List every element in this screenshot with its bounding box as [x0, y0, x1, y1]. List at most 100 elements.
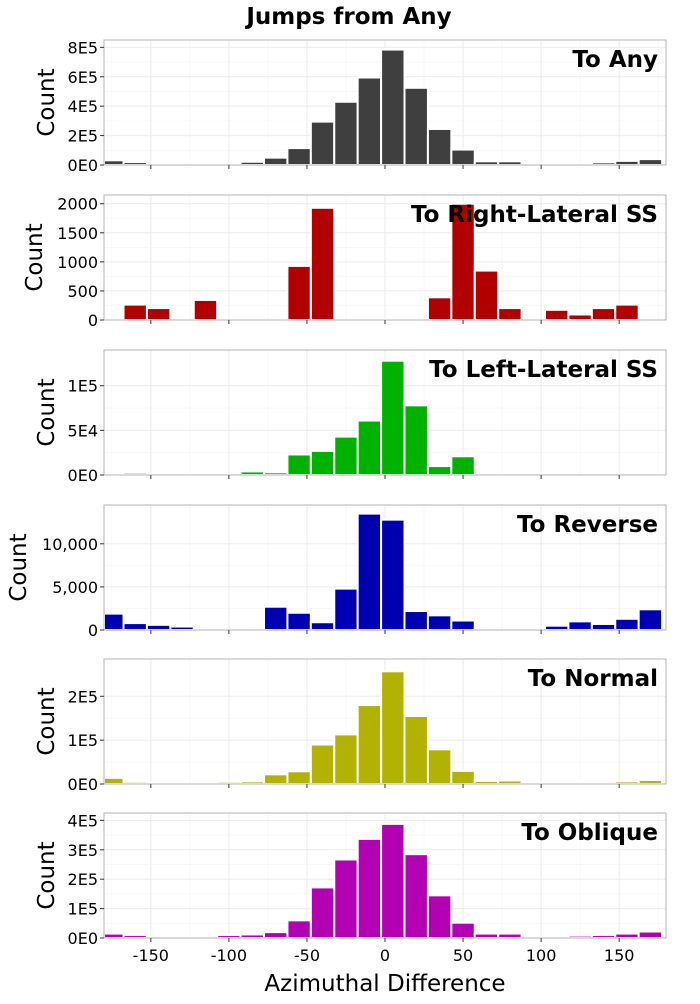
bar [241, 471, 264, 475]
y-tick-label: 1000 [57, 253, 98, 272]
bar [451, 456, 474, 475]
bar [287, 266, 310, 320]
bar [568, 314, 591, 320]
bar [475, 934, 498, 938]
bar [264, 774, 287, 784]
bar [568, 621, 591, 630]
x-tick-label: 0 [380, 946, 390, 965]
panel-title: To Oblique [521, 820, 658, 846]
panel-title: To Normal [528, 666, 658, 692]
bar [451, 771, 474, 784]
y-tick-label: 1E5 [68, 900, 98, 919]
bar [311, 122, 334, 165]
y-axis-label: Count [6, 533, 32, 601]
bar [287, 454, 310, 475]
bar [358, 78, 381, 166]
bar [405, 405, 428, 475]
x-axis-label: Azimuthal Difference [264, 971, 505, 997]
bar [358, 421, 381, 475]
bar [451, 150, 474, 165]
y-tick-label: 2000 [57, 195, 98, 214]
bar [170, 627, 193, 630]
y-tick-label: 500 [67, 282, 98, 301]
y-tick-label: 1500 [57, 224, 98, 243]
bar [264, 607, 287, 630]
bar [104, 778, 124, 784]
bar [428, 615, 451, 630]
bar [194, 300, 217, 320]
bar [264, 158, 287, 165]
bar [104, 934, 124, 938]
bar [104, 160, 124, 165]
y-tick-label: 0E0 [68, 466, 98, 485]
bar [405, 716, 428, 784]
panel-title: To Any [572, 47, 658, 73]
bar [592, 308, 615, 320]
bar [498, 934, 521, 938]
x-tick-label: 150 [604, 946, 635, 965]
bar [381, 671, 404, 784]
bar [311, 451, 334, 475]
y-tick-label: 4E5 [68, 811, 98, 830]
bar [615, 619, 638, 630]
bar [287, 771, 310, 784]
bar [147, 308, 170, 320]
bar [428, 749, 451, 784]
bar [428, 895, 451, 938]
bar [104, 614, 124, 630]
bar [311, 622, 334, 630]
bar [639, 932, 662, 938]
bar [381, 824, 404, 938]
bar [405, 854, 428, 938]
bar [545, 310, 568, 320]
y-tick-label: 0 [88, 621, 98, 640]
bar [147, 625, 170, 630]
bar [334, 859, 357, 938]
y-axis-label: Count [34, 378, 60, 446]
y-tick-label: 2E5 [68, 687, 98, 706]
bar [311, 887, 334, 938]
bar [475, 271, 498, 320]
bar [451, 621, 474, 630]
bar [358, 705, 381, 784]
bar [358, 839, 381, 938]
y-tick-label: 2E5 [68, 870, 98, 889]
bar [381, 520, 404, 630]
y-axis-label: Count [34, 68, 60, 136]
x-tick-label: -150 [133, 946, 169, 965]
y-tick-label: 0E0 [68, 929, 98, 948]
bar [124, 305, 147, 320]
x-tick-label: -100 [211, 946, 247, 965]
y-tick-label: 5,000 [52, 578, 98, 597]
bar [498, 308, 521, 320]
y-axis-label: Count [34, 687, 60, 755]
bar [241, 934, 264, 938]
bar [311, 208, 334, 320]
bar [287, 920, 310, 938]
bar [287, 148, 310, 165]
bar [264, 932, 287, 938]
bar [287, 613, 310, 630]
bar [334, 734, 357, 784]
y-tick-label: 1E5 [68, 731, 98, 750]
bar [405, 611, 428, 630]
y-tick-label: 0E0 [68, 156, 98, 175]
bar [615, 934, 638, 938]
x-tick-label: -50 [294, 946, 320, 965]
y-tick-label: 8E5 [68, 38, 98, 57]
bar [381, 361, 404, 475]
x-tick-label: 100 [526, 946, 557, 965]
bar [475, 161, 498, 165]
